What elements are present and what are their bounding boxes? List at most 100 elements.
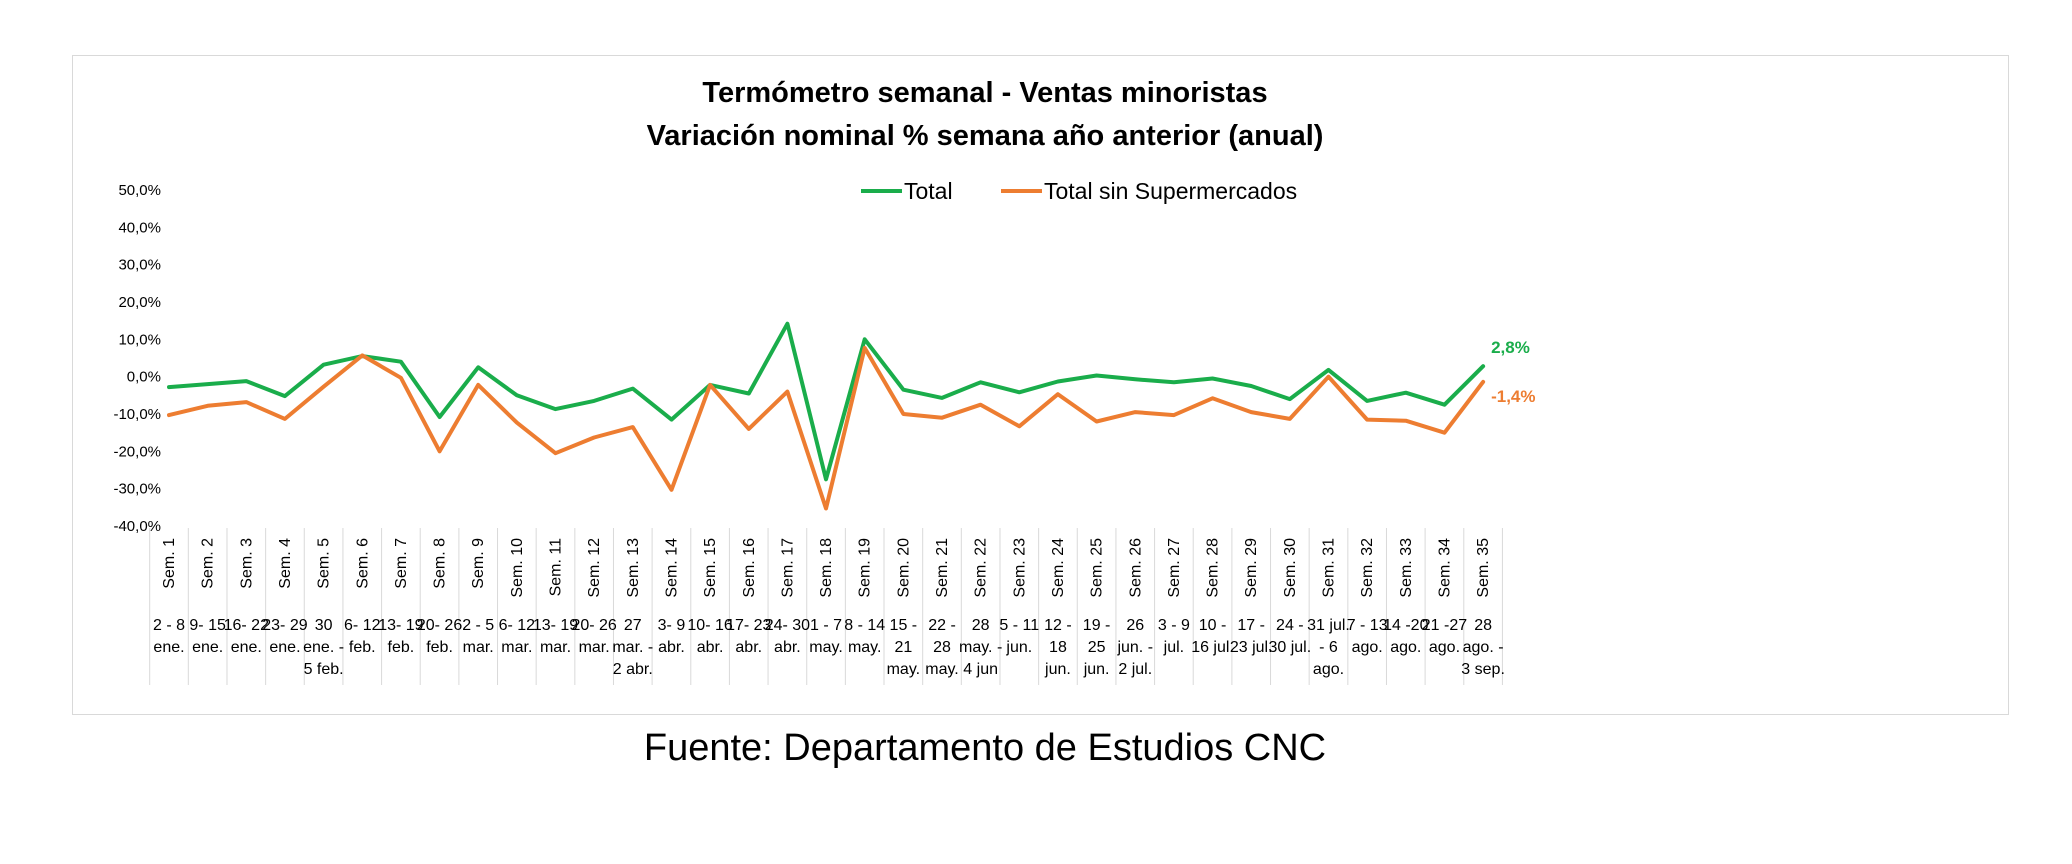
data-point-total — [1133, 377, 1137, 381]
data-point-total — [669, 418, 674, 422]
x-week-label: Sem. 30 — [1282, 538, 1299, 598]
x-date-label: abr. — [735, 639, 762, 656]
x-week-label: Sem. 18 — [818, 538, 835, 598]
x-date-label: 3- 9 — [658, 617, 686, 634]
x-week-label: Sem. 3 — [238, 538, 255, 589]
x-date-label: 10 - — [1199, 617, 1227, 634]
data-point-total — [592, 399, 596, 403]
x-week-label: Sem. 22 — [973, 538, 990, 598]
data-point-total-sin-supermercados — [747, 427, 751, 431]
data-point-total — [1056, 379, 1060, 384]
data-point-total-sin-supermercados — [399, 376, 403, 380]
x-date-label: 15 - — [890, 617, 918, 634]
data-point-total-sin-supermercados — [1481, 380, 1485, 384]
x-date-label: ene. — [231, 639, 262, 656]
x-date-label: 12 - — [1044, 617, 1072, 634]
x-week-label: Sem. 33 — [1398, 538, 1415, 598]
data-point-total-sin-supermercados — [1056, 392, 1060, 396]
x-date-label: jul. — [1163, 639, 1184, 656]
x-date-label: mar. — [463, 639, 494, 656]
x-week-label: Sem. 2 — [200, 538, 217, 589]
data-point-total-sin-supermercados — [167, 413, 171, 417]
x-date-label: 5 - 11 — [999, 617, 1039, 634]
x-date-label: ene. — [269, 639, 300, 656]
data-point-total-sin-supermercados — [1095, 419, 1099, 424]
x-date-label: mar. — [501, 639, 532, 656]
chart-frame: Termómetro semanal - Ventas minoristas V… — [72, 55, 2009, 715]
y-tick-label: -10,0% — [113, 406, 161, 423]
x-date-label: ago. — [1429, 639, 1460, 656]
x-date-label: jun. - — [1116, 639, 1153, 656]
x-date-label: jun. — [1083, 661, 1110, 678]
data-point-total-sin-supermercados — [1249, 410, 1253, 414]
x-week-label: Sem. 25 — [1089, 538, 1106, 598]
y-tick-label: 50,0% — [118, 182, 161, 199]
y-tick-label: 0,0% — [127, 369, 161, 386]
x-week-label: Sem. 7 — [393, 538, 410, 589]
x-date-label: 23 jul. — [1230, 639, 1273, 656]
x-date-label: 25 — [1088, 639, 1106, 656]
data-point-total-sin-supermercados — [669, 488, 674, 492]
x-date-label: 26 — [1126, 617, 1144, 634]
data-point-total — [747, 391, 751, 396]
chart-title-line-1: Termómetro semanal - Ventas minoristas — [702, 77, 1267, 109]
data-point-total-sin-supermercados — [863, 346, 867, 350]
y-tick-label: 40,0% — [118, 219, 161, 236]
data-point-total — [1442, 403, 1447, 407]
data-point-total — [1095, 373, 1099, 378]
series-end-label-total: 2,8% — [1491, 338, 1530, 357]
x-date-label: jun. — [1005, 639, 1032, 656]
x-week-label: Sem. 12 — [586, 538, 603, 598]
x-date-label: abr. — [658, 639, 685, 656]
data-point-total-sin-supermercados — [901, 412, 905, 416]
x-week-label: Sem. 6 — [354, 538, 371, 589]
data-point-total-sin-supermercados — [437, 449, 442, 453]
x-week-label: Sem. 29 — [1243, 538, 1260, 598]
data-point-total-sin-supermercados — [940, 416, 944, 420]
x-date-label: 10- 16 — [687, 617, 732, 634]
x-date-label: ene. - — [303, 639, 344, 656]
x-date-label: 28 — [933, 639, 951, 656]
data-point-total — [1172, 380, 1176, 384]
x-week-label: Sem. 15 — [702, 538, 719, 598]
data-point-total — [1017, 390, 1021, 394]
series-line-total-sin-supermercados — [167, 345, 1486, 511]
data-point-total — [553, 407, 558, 411]
x-week-label: Sem. 4 — [277, 538, 294, 589]
x-date-label: ene. — [192, 639, 223, 656]
x-week-label: Sem. 13 — [625, 538, 642, 598]
y-axis: 50,0% 40,0% 30,0% 20,0% 10,0% 0,0% -10,0% -20,0… — [113, 182, 161, 535]
x-week-label: Sem. 16 — [741, 538, 758, 598]
x-date-label: feb. — [388, 639, 415, 656]
data-point-total-sin-supermercados — [1210, 396, 1215, 400]
x-date-label: ago. — [1390, 639, 1421, 656]
x-date-label: may. — [887, 661, 920, 678]
x-date-label: 13- 19 — [533, 617, 578, 634]
x-week-label: Sem. 11 — [548, 538, 565, 597]
x-date-label: 13- 19 — [378, 617, 423, 634]
x-week-label: Sem. 17 — [779, 538, 796, 598]
x-week-label: Sem. 35 — [1475, 538, 1492, 598]
x-week-label: Sem. 20 — [895, 538, 912, 598]
data-point-total — [437, 415, 442, 419]
legend-label-total: Total — [904, 178, 953, 204]
data-point-total-sin-supermercados — [1172, 413, 1176, 417]
data-point-total-sin-supermercados — [360, 353, 364, 357]
data-point-total — [785, 322, 790, 326]
data-point-total — [399, 360, 403, 364]
x-date-label: ene. — [153, 639, 184, 656]
x-date-label: 17 - — [1237, 617, 1265, 634]
x-date-label: 9- 15 — [189, 617, 226, 634]
data-point-total — [863, 337, 867, 341]
x-date-label: - 6 — [1319, 639, 1338, 656]
x-date-label: 16 jul. — [1191, 639, 1234, 656]
y-tick-label: -30,0% — [113, 481, 161, 498]
y-tick-label: 20,0% — [118, 294, 161, 311]
x-week-label: Sem. 31 — [1321, 538, 1338, 598]
data-point-total — [631, 387, 635, 391]
x-week-label: Sem. 27 — [1166, 538, 1183, 598]
data-point-total — [824, 477, 828, 481]
data-point-total — [476, 365, 480, 369]
x-date-label: 28 — [1474, 617, 1492, 634]
